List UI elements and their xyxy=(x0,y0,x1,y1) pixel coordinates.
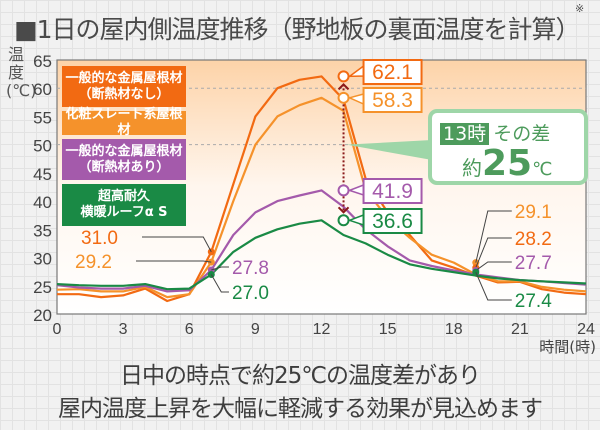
svg-text:0: 0 xyxy=(53,321,62,338)
svg-text:20: 20 xyxy=(33,306,52,325)
svg-text:30: 30 xyxy=(33,250,52,269)
svg-text:18: 18 xyxy=(445,321,463,338)
svg-text:21: 21 xyxy=(511,321,529,338)
legend-item-alpha-s: 超高耐久 横暖ルーフα S xyxy=(62,184,186,226)
y-axis-label: 温度(℃) xyxy=(6,45,37,100)
svg-text:40: 40 xyxy=(33,193,52,212)
svg-text:25: 25 xyxy=(33,278,52,297)
svg-text:62.1: 62.1 xyxy=(372,61,413,84)
svg-text:35: 35 xyxy=(33,221,52,240)
summary-line-1: 日中の時点で約25℃の温度差があり xyxy=(119,363,481,389)
svg-text:9: 9 xyxy=(251,321,260,338)
svg-text:24: 24 xyxy=(577,321,595,338)
svg-text:6: 6 xyxy=(185,321,194,338)
chart-title: ■1日の屋内側温度推移（野地板の裏面温度を計算） xyxy=(14,15,581,44)
svg-text:55: 55 xyxy=(33,108,52,127)
svg-text:29.2: 29.2 xyxy=(75,252,112,273)
svg-text:31.0: 31.0 xyxy=(81,228,118,249)
svg-text:60: 60 xyxy=(33,80,52,99)
svg-text:58.3: 58.3 xyxy=(372,89,413,112)
difference-callout: 13時 その差 約25℃ xyxy=(428,109,588,185)
summary-line-2: 屋内温度上昇を大幅に軽減する効果が見込めます xyxy=(58,396,543,422)
svg-text:27.8: 27.8 xyxy=(232,258,269,279)
callout-time-tag: 13時 xyxy=(440,123,490,145)
svg-text:41.9: 41.9 xyxy=(372,180,413,203)
svg-text:3: 3 xyxy=(119,321,128,338)
svg-text:29.1: 29.1 xyxy=(515,202,552,223)
svg-text:時間(時): 時間(時) xyxy=(539,338,596,356)
legend-item-metal-insulated: 一般的な金属屋根材 （断熱材あり） xyxy=(62,139,186,180)
svg-text:65: 65 xyxy=(33,52,52,71)
svg-text:45: 45 xyxy=(33,165,52,184)
svg-text:28.2: 28.2 xyxy=(515,229,552,250)
svg-text:27.0: 27.0 xyxy=(232,283,269,304)
svg-text:15: 15 xyxy=(379,321,397,338)
svg-text:50: 50 xyxy=(33,137,52,156)
callout-value: 25 xyxy=(482,143,533,184)
footnote-mark: ※ xyxy=(575,2,585,15)
svg-text:12: 12 xyxy=(313,321,331,338)
svg-text:27.4: 27.4 xyxy=(515,291,552,312)
svg-text:36.6: 36.6 xyxy=(372,210,413,233)
svg-text:27.7: 27.7 xyxy=(515,253,552,274)
legend-item-metal-no-insulation: 一般的な金属屋根材 （断熱材なし） xyxy=(62,66,186,107)
legend-item-slate: 化粧スレート系屋根材 xyxy=(62,107,186,138)
